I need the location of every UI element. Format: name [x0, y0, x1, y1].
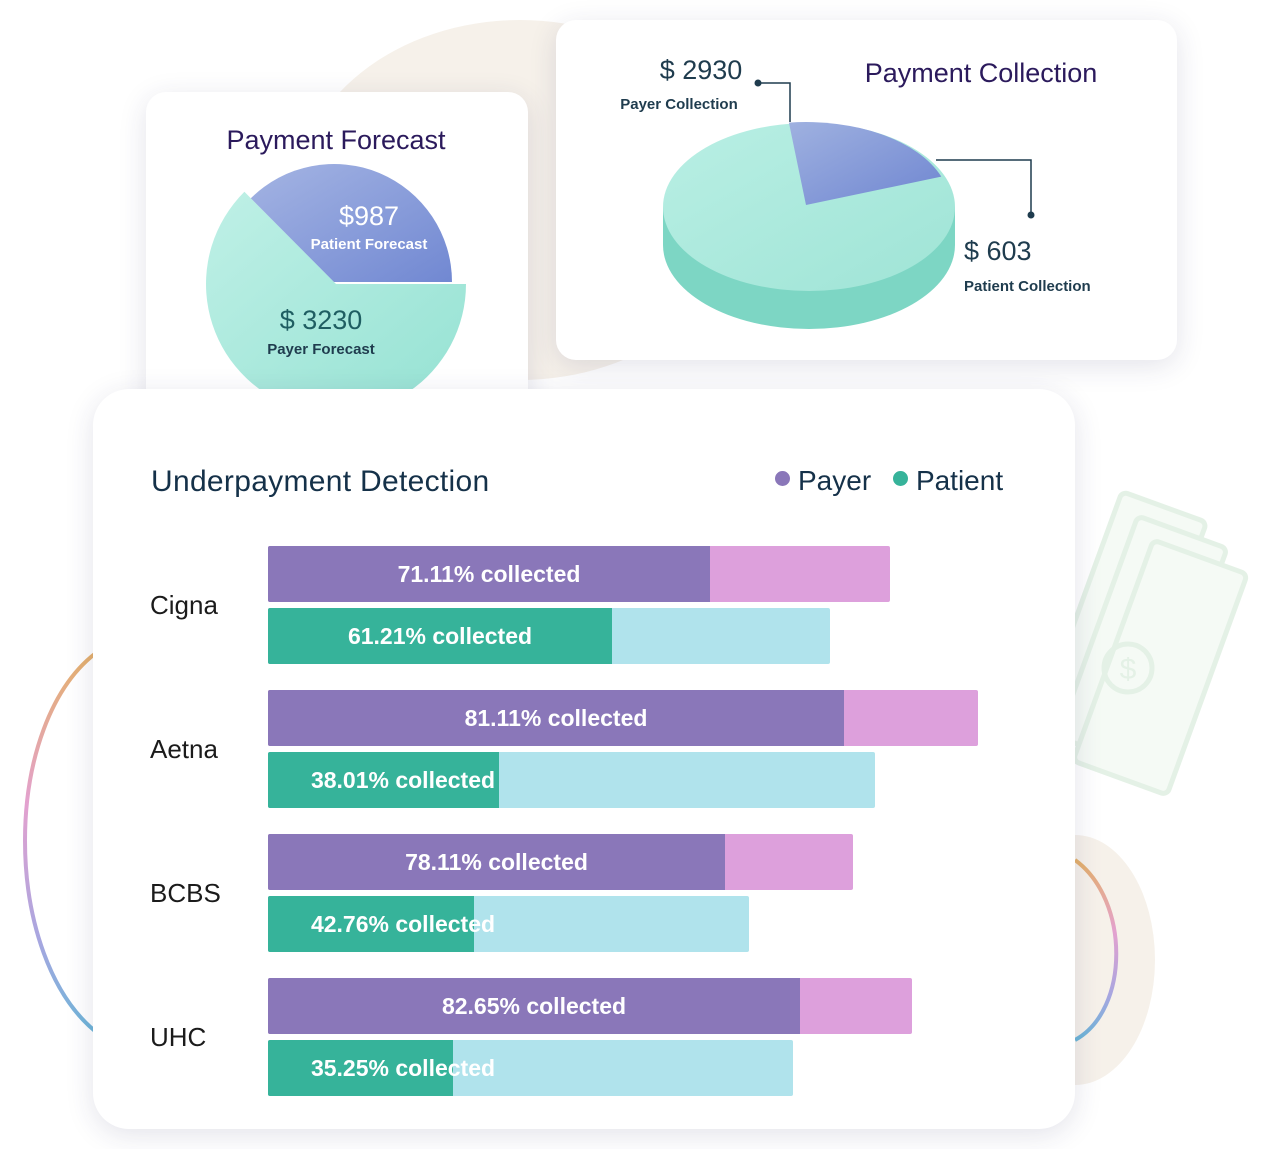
gradient-ring-right — [1073, 858, 1119, 1042]
payer-bar: 82.65% collected — [268, 978, 912, 1034]
patient-collection-amount: $ 603 — [964, 236, 1032, 266]
svg-text:$: $ — [1120, 653, 1137, 686]
bar-value-label: 78.11% collected — [405, 849, 588, 875]
payer-collected-fill — [268, 834, 725, 890]
payer-bar: 71.11% collected — [268, 546, 890, 602]
category-label: Aetna — [150, 734, 218, 764]
chart-legend: Payer Patient — [775, 465, 1017, 497]
bar-value-label: 38.01% collected — [310, 767, 496, 793]
patient-collected-fill — [268, 1040, 453, 1096]
patient-collected-fill — [268, 752, 499, 808]
bar-value-label: 61.21% collected — [347, 623, 533, 649]
patient-forecast-amount: $987 — [339, 201, 399, 231]
payer-collected-fill — [268, 546, 710, 602]
payer-leader-line — [758, 82, 791, 122]
patient-forecast-slice — [250, 163, 452, 282]
payer-forecast-slice — [205, 191, 467, 415]
patient-bar: 42.76% collected — [268, 896, 749, 952]
bar-value-label: 71.11% collected — [397, 561, 581, 587]
payer-legend-dot — [775, 471, 790, 486]
payment-collection-card: Payment Collection $ 2930 Payer Collecti… — [556, 20, 1177, 360]
patient-bar: 35.25% collected — [268, 1040, 793, 1096]
patient-forecast-label: Patient Forecast — [311, 236, 428, 253]
payer-bar: 78.11% collected — [268, 834, 853, 890]
patient-collected-fill — [268, 896, 474, 952]
underpayment-title: Underpayment Detection — [151, 465, 490, 498]
legend-item-patient: Patient — [892, 465, 1004, 497]
payer-forecast-amount: $ 3230 — [280, 305, 363, 335]
gradient-ring-left — [23, 648, 102, 1037]
bar-value-label: 35.25% collected — [310, 1055, 496, 1081]
payment-forecast-pie: Payment Forecast $987 Patient Forecast $… — [205, 125, 467, 415]
payer-forecast-label: Payer Forecast — [267, 341, 375, 358]
forecast-title: Payment Forecast — [226, 125, 446, 155]
payer-bar: 81.11% collected — [268, 690, 978, 746]
patient-legend-dot — [892, 471, 908, 486]
payer-leader-dot — [754, 79, 762, 87]
category-label: Cigna — [150, 590, 218, 620]
category-label: UHC — [150, 1022, 207, 1052]
payer-collected-fill — [268, 690, 844, 746]
legend-item-payer: Payer — [775, 465, 871, 497]
legend-label-patient: Patient — [915, 465, 1004, 496]
payer-collected-fill — [268, 978, 800, 1034]
bar-value-label: 82.65% collected — [441, 993, 627, 1019]
patient-collection-slice — [788, 122, 942, 205]
payer-collection-amount: $ 2930 — [660, 55, 743, 85]
underpayment-detection-card: Underpayment Detection Payer Patient Cig… — [93, 389, 1075, 1129]
bar-value-label: 81.11% collected — [464, 705, 648, 731]
patient-leader-dot — [1027, 211, 1035, 219]
collection-title: Payment Collection — [865, 58, 1098, 88]
patient-bar: 38.01% collected — [268, 752, 875, 808]
payment-collection-pie: Payment Collection $ 2930 Payer Collecti… — [620, 55, 1098, 329]
payment-forecast-card: Payment Forecast $987 Patient Forecast $… — [146, 92, 528, 427]
bar-value-label: 42.76% collected — [310, 911, 496, 937]
payer-collection-label: Payer Collection — [620, 96, 738, 113]
patient-leader-line — [936, 159, 1032, 215]
category-label: BCBS — [150, 878, 221, 908]
money-bills-illustration: $ — [1042, 490, 1249, 796]
patient-collected-fill — [268, 608, 612, 664]
patient-collection-label: Patient Collection — [964, 278, 1091, 295]
patient-bar: 61.21% collected — [268, 608, 830, 664]
dollar-icon — [1101, 641, 1155, 695]
legend-label-payer: Payer — [798, 465, 872, 496]
